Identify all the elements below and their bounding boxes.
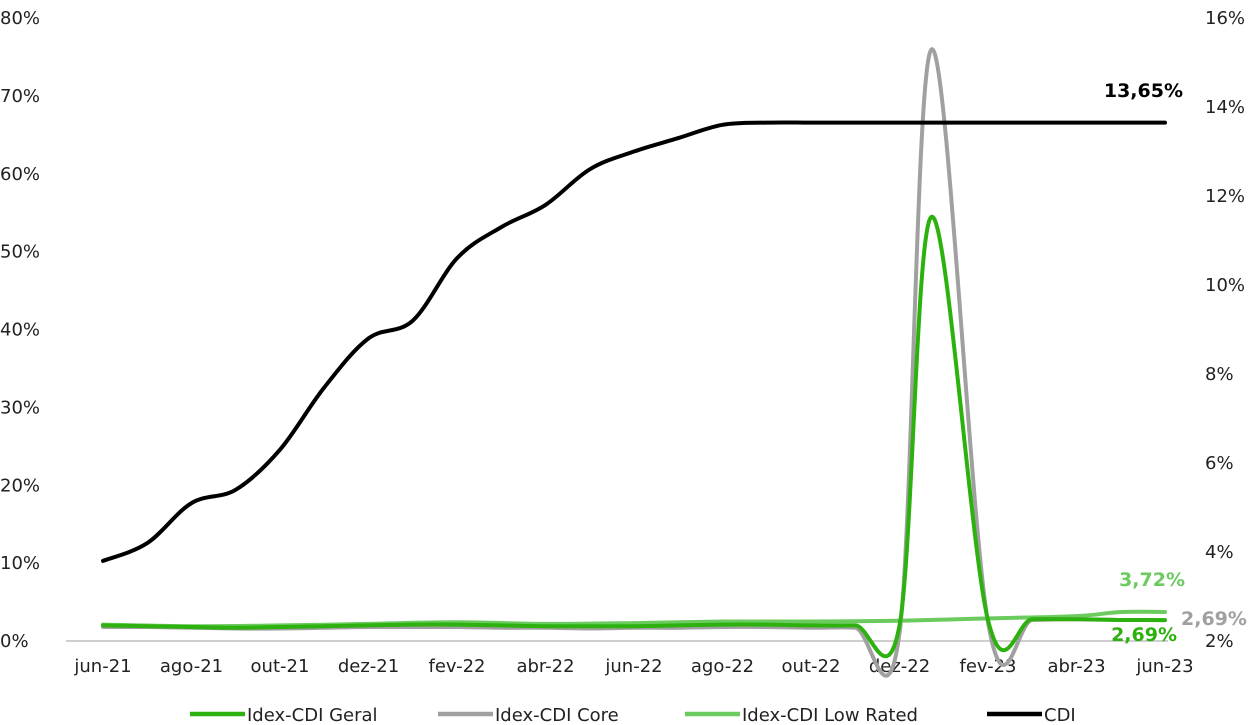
x-tick-label: dez-21	[338, 656, 399, 677]
y-left-tick-label: 70%	[0, 86, 40, 107]
legend-item-idex-cdi-core: Idex-CDI Core	[438, 705, 619, 725]
series-line-idex-cdi-low-rated	[101, 609, 1167, 629]
series-line-idex-cdi-geral	[101, 214, 1167, 659]
y-right-tick-label: 16%	[1205, 8, 1245, 29]
legend-label: CDI	[1044, 705, 1076, 725]
x-tick-label: abr-23	[1047, 656, 1105, 677]
y-right-tick-label: 10%	[1205, 275, 1245, 296]
end-label-idex-cdi-core: 2,69%	[1181, 608, 1247, 630]
y-right-tick-label: 8%	[1205, 364, 1234, 385]
y-left-tick-label: 0%	[0, 631, 29, 652]
series-line-idex-cdi-core	[101, 47, 1167, 678]
y-left-tick-label: 30%	[0, 397, 40, 418]
y-right-tick-label: 14%	[1205, 97, 1245, 118]
legend-item-idex-cdi-low-rated: Idex-CDI Low Rated	[685, 705, 918, 725]
axes: 0% 10% 20% 30% 40% 50% 60% 70% 80% 2% 4% 6% 8% 10% 12%…	[0, 8, 1245, 677]
legend-label: Idex-CDI Low Rated	[742, 705, 918, 725]
x-tick-label: jun-23	[1135, 656, 1193, 677]
x-tick-label: out-22	[782, 656, 841, 677]
x-tick-label: out-21	[251, 656, 310, 677]
legend-label: Idex-CDI Core	[495, 705, 619, 725]
x-tick-label: abr-22	[516, 656, 574, 677]
legend-item-cdi: CDI	[987, 705, 1076, 725]
y-left-tick-label: 50%	[0, 242, 40, 263]
y-left-tick-label: 60%	[0, 164, 40, 185]
y-right-tick-label: 6%	[1205, 453, 1234, 474]
y-left-tick-label: 20%	[0, 475, 40, 496]
end-label-cdi: 13,65%	[1104, 80, 1183, 102]
y-left-tick-label: 10%	[0, 553, 40, 574]
x-tick-label: jun-22	[604, 656, 662, 677]
end-label-idex-cdi-low-rated: 3,72%	[1119, 569, 1185, 591]
x-tick-label: jun-21	[73, 656, 131, 677]
x-tick-label: dez-22	[869, 656, 930, 677]
legend-label: Idex-CDI Geral	[247, 705, 378, 725]
x-tick-label: ago-21	[160, 656, 223, 677]
series-line-cdi	[101, 120, 1167, 563]
legend: Idex-CDI Geral Idex-CDI Core Idex-CDI Low …	[190, 705, 1076, 725]
y-right-tick-label: 4%	[1205, 542, 1234, 563]
x-tick-label: fev-23	[960, 656, 1017, 677]
y-right-tick-label: 12%	[1205, 186, 1245, 207]
series-lines	[101, 47, 1167, 678]
y-right-tick-label: 2%	[1205, 631, 1234, 652]
end-labels: 2,69%2,69% 3,72% 13,65%	[1104, 80, 1247, 646]
y-left-tick-label: 80%	[0, 8, 40, 29]
y-left-tick-label: 40%	[0, 320, 40, 341]
x-tick-label: fev-22	[429, 656, 486, 677]
legend-item-idex-cdi-geral: Idex-CDI Geral	[190, 705, 378, 725]
end-label-idex-cdi-geral: 2,69%	[1111, 624, 1177, 646]
x-tick-label: ago-22	[691, 656, 754, 677]
